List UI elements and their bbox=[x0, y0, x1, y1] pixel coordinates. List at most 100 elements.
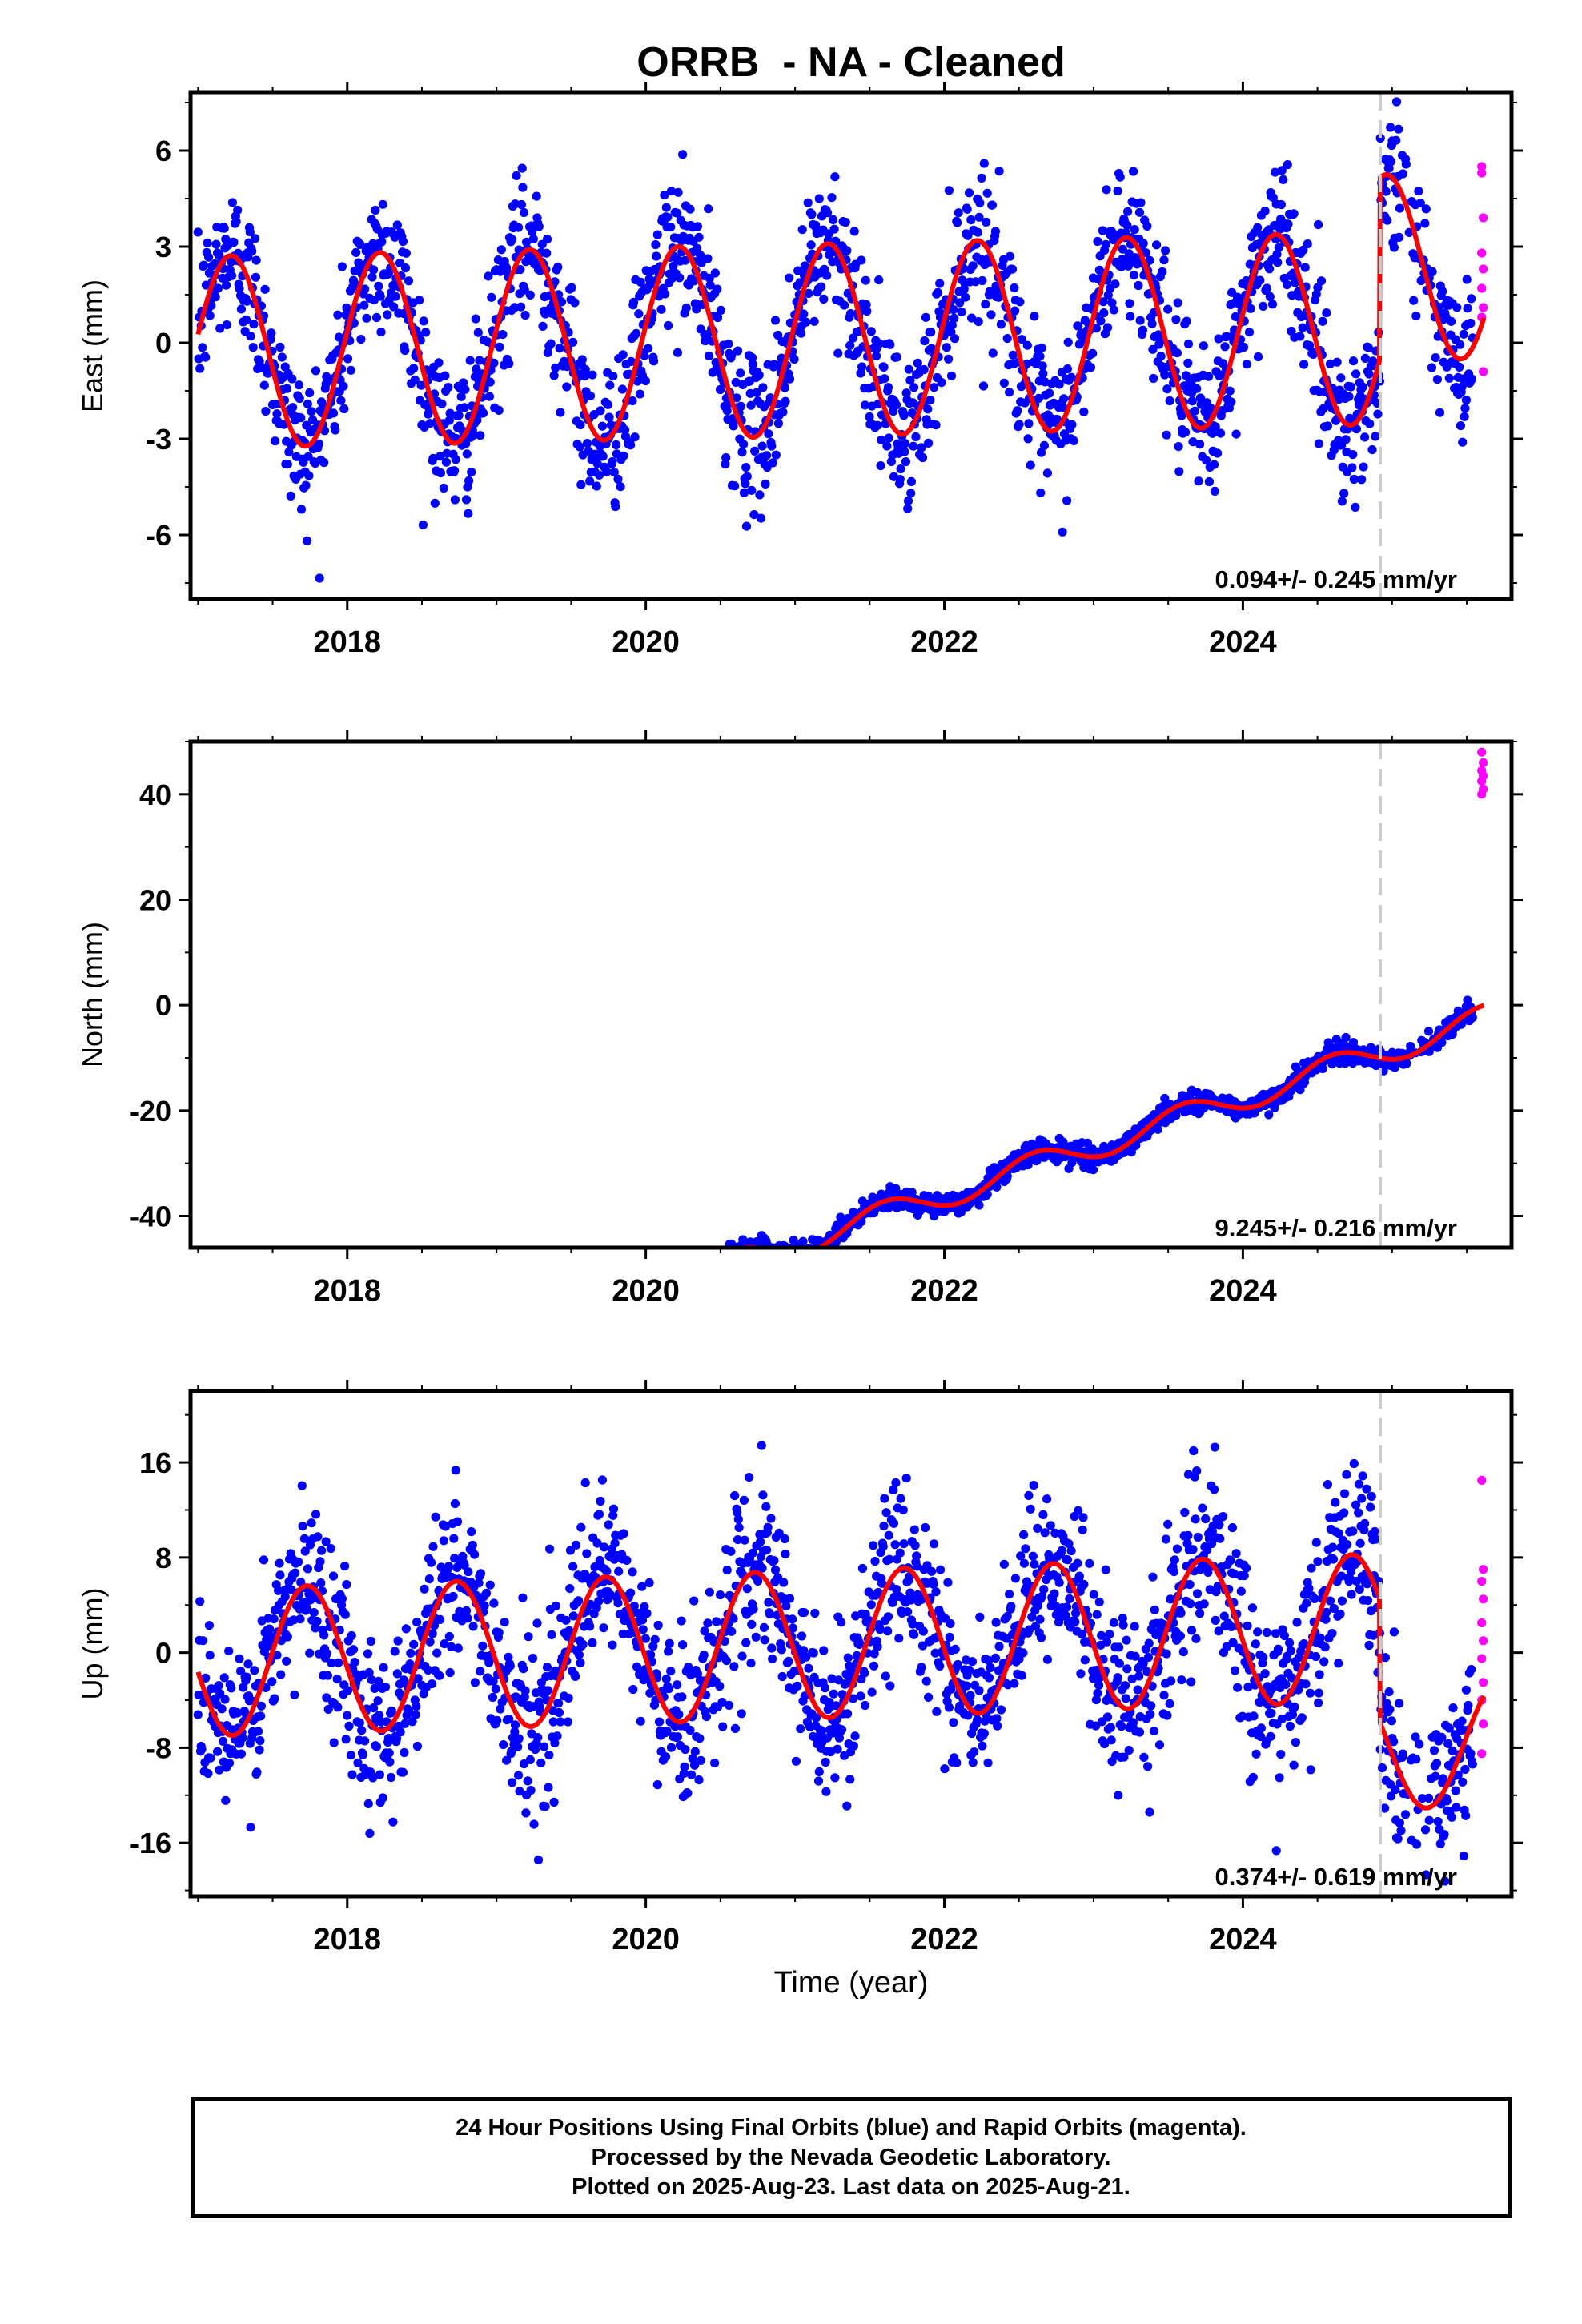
east-data-point bbox=[203, 238, 212, 247]
east-data-point bbox=[616, 482, 625, 492]
up-data-point bbox=[574, 1596, 584, 1606]
north-data-point bbox=[422, 1349, 431, 1357]
up-data-point bbox=[334, 1658, 343, 1667]
north-data-point bbox=[208, 1441, 217, 1449]
north-data-point bbox=[589, 1298, 598, 1307]
up-data-point bbox=[355, 1718, 364, 1727]
east-data-point bbox=[904, 364, 913, 374]
up-data-point bbox=[614, 1566, 624, 1576]
north-data-point bbox=[320, 1398, 329, 1407]
north-data-point bbox=[371, 1394, 379, 1403]
north-data-point bbox=[342, 1399, 351, 1408]
north-data-point bbox=[197, 1443, 206, 1452]
east-data-point bbox=[923, 404, 933, 414]
north-data-point bbox=[299, 1397, 307, 1406]
north-data-point bbox=[402, 1363, 411, 1372]
north-data-point bbox=[271, 1404, 279, 1413]
north-data-point bbox=[298, 1381, 307, 1389]
east-data-point bbox=[804, 288, 813, 298]
east-data-point bbox=[761, 479, 770, 489]
east-data-point bbox=[917, 452, 928, 463]
north-data-point bbox=[420, 1354, 428, 1363]
north-data-point bbox=[529, 1341, 538, 1349]
north-data-point bbox=[584, 1289, 593, 1297]
north-data-point bbox=[420, 1349, 428, 1357]
north-data-point bbox=[781, 1261, 790, 1270]
north-data-point bbox=[686, 1276, 695, 1285]
east-data-point bbox=[288, 403, 298, 412]
east-data-point bbox=[611, 501, 620, 512]
up-data-point bbox=[270, 1694, 279, 1703]
east-data-point bbox=[756, 513, 766, 523]
east-data-point bbox=[282, 384, 292, 393]
up-data-point bbox=[236, 1749, 246, 1759]
up-data-point bbox=[295, 1614, 305, 1624]
up-data-point bbox=[444, 1562, 454, 1571]
north-data-point bbox=[500, 1359, 509, 1368]
east-data-point bbox=[877, 435, 886, 445]
north-data-point bbox=[689, 1274, 697, 1283]
east-data-point bbox=[1444, 373, 1454, 383]
east-data-point bbox=[251, 255, 261, 265]
north-data-point bbox=[588, 1297, 597, 1305]
up-data-point bbox=[275, 1570, 285, 1580]
north-data-point bbox=[761, 1260, 769, 1269]
north-data-point bbox=[648, 1310, 656, 1319]
north-data-point bbox=[581, 1285, 590, 1293]
east-data-point bbox=[454, 411, 464, 420]
up-data-point bbox=[373, 1696, 383, 1706]
north-data-point bbox=[260, 1397, 269, 1405]
east-data-point bbox=[909, 441, 918, 451]
up-data-point bbox=[344, 1721, 354, 1731]
north-data-point bbox=[225, 1439, 234, 1448]
north-data-point bbox=[416, 1350, 424, 1359]
north-data-point bbox=[356, 1399, 365, 1408]
east-data-point bbox=[964, 188, 974, 198]
east-data-point bbox=[516, 199, 527, 210]
north-data-point bbox=[540, 1322, 549, 1331]
north-data-point bbox=[583, 1292, 592, 1301]
east-data-point bbox=[982, 217, 991, 227]
east-data-point bbox=[311, 366, 321, 376]
north-data-point bbox=[444, 1334, 452, 1343]
north-data-point bbox=[373, 1397, 382, 1405]
north-data-point bbox=[557, 1312, 566, 1321]
north-data-point bbox=[222, 1433, 231, 1441]
up-data-point bbox=[224, 1647, 234, 1656]
north-data-point bbox=[411, 1354, 420, 1363]
east-data-point bbox=[955, 298, 965, 308]
north-data-point bbox=[492, 1348, 501, 1357]
north-data-point bbox=[246, 1420, 255, 1429]
east-data-point bbox=[987, 200, 997, 210]
up-data-point bbox=[215, 1765, 224, 1775]
north-data-point bbox=[813, 1254, 821, 1263]
north-data-point bbox=[440, 1340, 449, 1349]
north-data-point bbox=[732, 1252, 741, 1261]
north-data-point bbox=[702, 1263, 711, 1272]
east-data-point bbox=[520, 311, 530, 320]
north-data-point bbox=[255, 1410, 263, 1419]
north-data-point bbox=[247, 1418, 255, 1427]
north-data-point bbox=[249, 1411, 258, 1420]
north-data-point bbox=[223, 1436, 231, 1445]
east-data-point bbox=[822, 271, 832, 280]
up-data-point bbox=[544, 1783, 553, 1792]
east-data-point bbox=[949, 305, 958, 315]
east-data-point bbox=[651, 240, 661, 250]
north-data-point bbox=[476, 1329, 485, 1337]
north-data-point bbox=[218, 1441, 227, 1449]
up-data-point bbox=[523, 1776, 532, 1786]
east-data-point bbox=[1432, 375, 1442, 384]
north-data-point bbox=[490, 1357, 499, 1365]
north-data-point bbox=[783, 1251, 792, 1260]
north-data-point bbox=[434, 1336, 443, 1345]
east-data-point bbox=[861, 275, 870, 285]
north-data-point bbox=[426, 1346, 435, 1355]
up-data-point bbox=[291, 1568, 300, 1578]
north-data-point bbox=[211, 1439, 220, 1448]
north-data-point bbox=[235, 1429, 244, 1438]
up-data-point bbox=[350, 1658, 359, 1667]
north-data-point bbox=[435, 1341, 444, 1350]
up-data-point bbox=[518, 1593, 528, 1602]
up-data-point bbox=[252, 1767, 262, 1777]
